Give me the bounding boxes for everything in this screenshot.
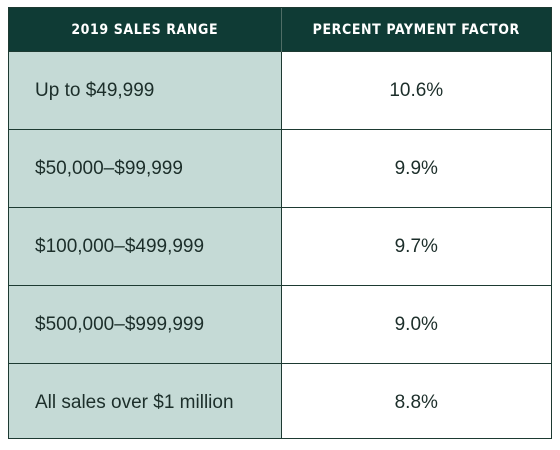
payment-factor-cell: 8.8%: [281, 363, 551, 438]
payment-factor-cell: 9.0%: [281, 285, 551, 364]
table-row: Up to $49,999 10.6%: [9, 51, 551, 130]
sales-range-cell: $500,000–$999,999: [9, 285, 282, 364]
table-row: $100,000–$499,999 9.7%: [9, 207, 551, 286]
sales-range-cell: Up to $49,999: [9, 51, 282, 130]
table-row: All sales over $1 million 8.8%: [9, 363, 551, 438]
payment-factor-cell: 9.7%: [281, 207, 551, 286]
payment-factor-table-container: 2019 SALES RANGE PERCENT PAYMENT FACTOR …: [8, 7, 552, 439]
sales-range-cell: $100,000–$499,999: [9, 207, 282, 286]
header-row: 2019 SALES RANGE PERCENT PAYMENT FACTOR: [9, 8, 551, 52]
header-payment-factor: PERCENT PAYMENT FACTOR: [281, 8, 551, 52]
sales-range-cell: $50,000–$99,999: [9, 129, 282, 208]
payment-factor-cell: 9.9%: [281, 129, 551, 208]
payment-factor-table: 2019 SALES RANGE PERCENT PAYMENT FACTOR …: [9, 8, 551, 438]
sales-range-cell: All sales over $1 million: [9, 363, 282, 438]
payment-factor-cell: 10.6%: [281, 51, 551, 130]
header-sales-range: 2019 SALES RANGE: [9, 8, 282, 52]
table-row: $50,000–$99,999 9.9%: [9, 129, 551, 208]
table-row: $500,000–$999,999 9.0%: [9, 285, 551, 364]
table-header: 2019 SALES RANGE PERCENT PAYMENT FACTOR: [9, 8, 551, 52]
table-body: Up to $49,999 10.6% $50,000–$99,999 9.9%…: [9, 51, 551, 438]
